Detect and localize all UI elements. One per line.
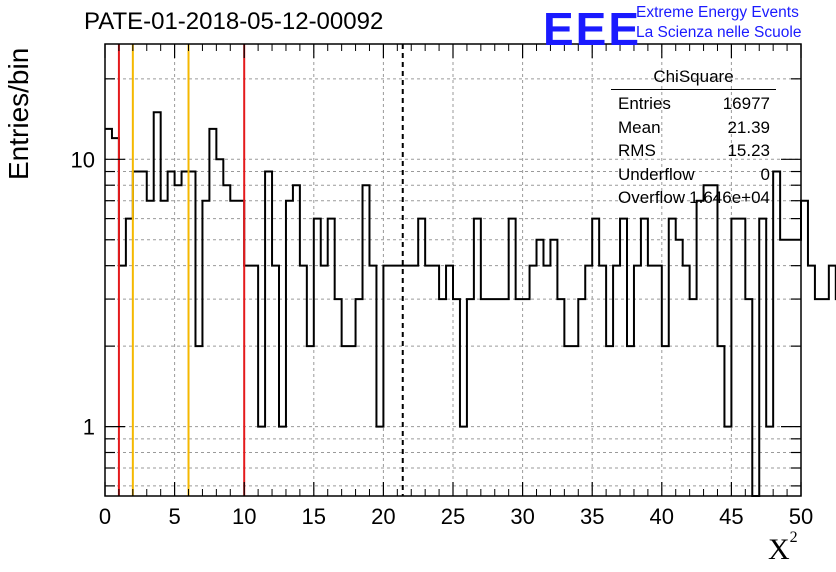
x-axis-label: X2 — [768, 529, 798, 567]
logo-line-1: Extreme Energy Events — [636, 4, 799, 21]
y-tick-label: 1 — [83, 415, 95, 440]
x-axis-label-superscript: 2 — [789, 529, 798, 546]
stats-value: 0 — [760, 164, 770, 184]
stats-key: Mean — [618, 117, 661, 137]
stats-name: ChiSquare — [653, 67, 734, 86]
y-axis-label: Entries/bin — [3, 47, 34, 180]
logo-line-2: La Scienza nelle Scuole — [636, 24, 802, 41]
x-tick-label: 0 — [99, 504, 111, 529]
x-tick-label: 40 — [650, 504, 674, 529]
x-tick-label: 25 — [441, 504, 465, 529]
stats-key: RMS — [618, 141, 656, 160]
stats-row-entries: Entries 16977 — [611, 92, 776, 116]
stats-row-underflow: Underflow 0 — [611, 163, 776, 187]
histogram-series — [105, 111, 836, 497]
x-tick-label: 30 — [510, 504, 534, 529]
y-tick-label: 10 — [71, 147, 95, 172]
x-tick-label: 35 — [580, 504, 604, 529]
stats-key: Overflow — [618, 188, 686, 207]
x-tick-label: 45 — [719, 504, 743, 529]
stats-row-overflow: Overflow 1.646e+04 — [611, 186, 776, 210]
stats-row-rms: RMS 15.23 — [611, 139, 776, 163]
x-tick-label: 15 — [302, 504, 326, 529]
stats-divider — [611, 89, 776, 90]
x-axis-label-base: X — [768, 533, 790, 566]
x-tick-label: 10 — [232, 504, 256, 529]
stats-key: Entries — [618, 94, 671, 113]
chart-title: PATE-01-2018-05-12-00092 — [84, 8, 384, 35]
stats-value: 15.23 — [727, 141, 770, 160]
x-tick-label: 50 — [789, 504, 813, 529]
stats-value: 21.39 — [727, 117, 770, 137]
stats-box: ChiSquare Entries 16977 Mean 21.39 RMS 15.2… — [611, 66, 776, 210]
eee-logo: EEE — [543, 3, 642, 55]
x-tick-label: 5 — [168, 504, 180, 529]
stats-value: 1.646e+04 — [689, 188, 770, 207]
stats-key: Underflow — [618, 164, 695, 184]
stats-value: 16977 — [722, 94, 770, 113]
stats-row-mean: Mean 21.39 — [611, 116, 776, 140]
x-tick-label: 20 — [371, 504, 395, 529]
